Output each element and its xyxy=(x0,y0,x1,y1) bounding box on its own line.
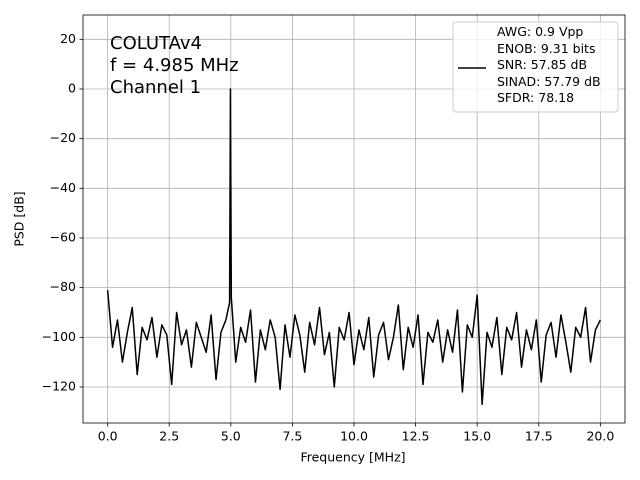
y-tick-label: 20 xyxy=(60,31,76,46)
x-tick-label: 17.5 xyxy=(525,429,553,444)
x-axis-label: Frequency [MHz] xyxy=(300,450,405,465)
x-tick-label: 12.5 xyxy=(402,429,430,444)
legend-label: AWG: 0.9 Vpp ENOB: 9.31 bits SNR: 57.85 … xyxy=(497,24,601,106)
x-tick-label: 0.0 xyxy=(98,429,118,444)
x-tick-label: 2.5 xyxy=(159,429,179,444)
annotation: COLUTAv4 xyxy=(110,33,202,54)
y-axis-label: PSD [dB] xyxy=(12,191,27,246)
x-tick-label: 15.0 xyxy=(463,429,491,444)
y-tick-label: −100 xyxy=(42,329,76,344)
x-tick-label: 10.0 xyxy=(340,429,368,444)
y-tick-label: −60 xyxy=(50,229,76,244)
y-tick-label: −40 xyxy=(50,180,76,195)
series-line xyxy=(106,88,602,406)
x-tick-label: 5.0 xyxy=(221,429,241,444)
annotation: f = 4.985 MHz xyxy=(110,55,239,76)
y-tick-label: 0 xyxy=(68,81,76,96)
x-tick-label: 20.0 xyxy=(586,429,614,444)
plot-frame xyxy=(82,14,626,424)
y-tick-label: −120 xyxy=(42,378,76,393)
legend-box xyxy=(452,21,619,113)
x-tick-label: 7.5 xyxy=(282,429,302,444)
y-tick-label: −20 xyxy=(50,130,76,145)
annotation: Channel 1 xyxy=(110,77,201,98)
y-tick-label: −80 xyxy=(50,279,76,294)
